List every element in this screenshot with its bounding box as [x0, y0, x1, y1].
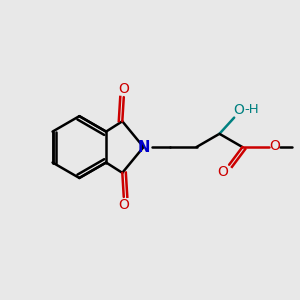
Text: -H: -H: [244, 103, 259, 116]
Text: O: O: [118, 82, 129, 96]
Text: O: O: [118, 198, 129, 212]
Text: N: N: [137, 140, 150, 154]
Text: O: O: [234, 103, 244, 117]
Text: O: O: [269, 140, 280, 154]
Text: O: O: [217, 165, 228, 179]
